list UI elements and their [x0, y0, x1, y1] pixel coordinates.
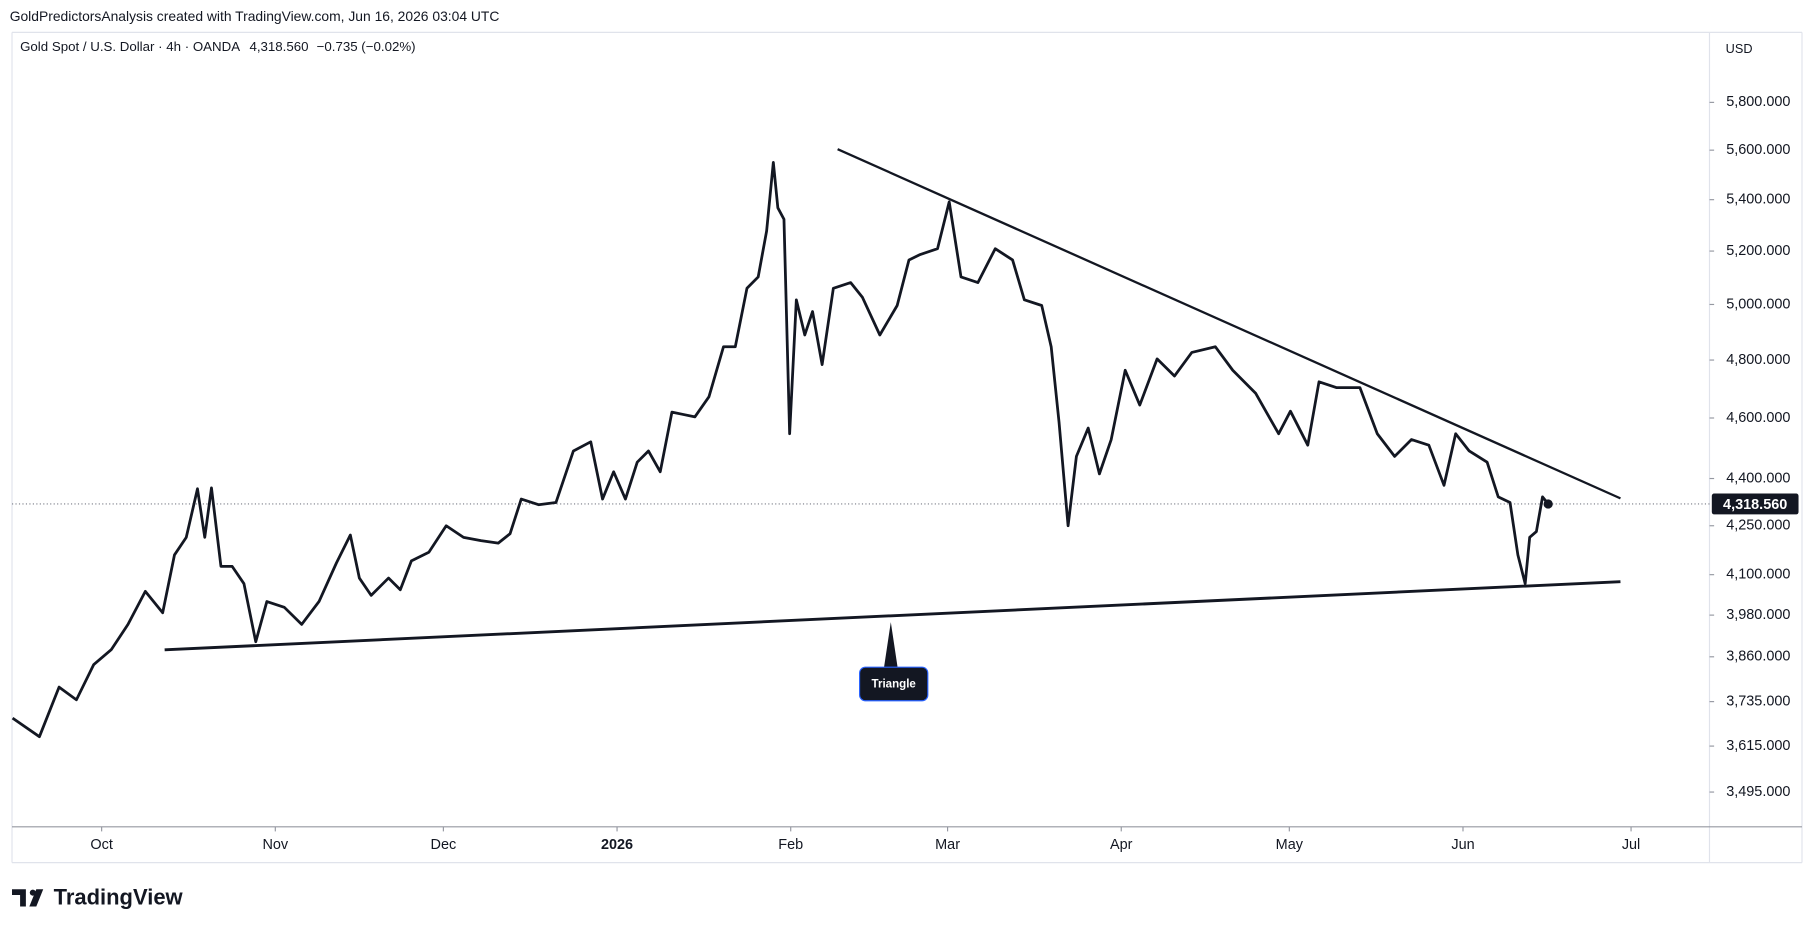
logo-slash — [29, 889, 44, 907]
y-tick-label: 3,615.000 — [1726, 738, 1790, 754]
y-tick-label: 5,200.000 — [1726, 243, 1790, 259]
y-tick-label: 5,800.000 — [1726, 94, 1790, 110]
x-tick-label: Jun — [1451, 837, 1474, 853]
y-tick-label: 5,400.000 — [1726, 191, 1790, 207]
callout-pointer — [883, 622, 898, 669]
x-tick-label: May — [1276, 837, 1304, 853]
y-tick-label: 3,495.000 — [1726, 784, 1790, 800]
upper-trendline — [837, 148, 1621, 500]
logo: TradingView — [12, 884, 184, 909]
last-point — [1543, 499, 1553, 509]
price-label-box — [1711, 493, 1799, 515]
x-tick-label: Jul — [1622, 837, 1640, 853]
x-tick-label: 2026 — [601, 837, 633, 853]
symbol: Gold Spot / U.S. Dollar · 4h · OANDA — [20, 39, 240, 54]
y-tick-label: 4,800.000 — [1726, 352, 1790, 368]
x-tick-label: Oct — [90, 837, 112, 853]
price-change: −0.735 (−0.02%) — [317, 39, 416, 54]
y-tick-label: 4,400.000 — [1726, 470, 1790, 486]
y-tick-label: 4,250.000 — [1726, 518, 1790, 534]
y-tick-label: 5,600.000 — [1726, 142, 1790, 158]
price-label: 4,318.560 — [1723, 497, 1787, 513]
x-tick-label: Nov — [262, 837, 288, 853]
lower-trendline — [164, 580, 1621, 652]
x-tick-label: Dec — [431, 837, 457, 853]
y-tick-label: 5,000.000 — [1726, 296, 1790, 312]
callout-box — [859, 666, 929, 702]
x-tick-label: Mar — [935, 837, 960, 853]
logo-text: TradingView — [54, 884, 184, 909]
credit: GoldPredictorsAnalysis created with Trad… — [10, 8, 500, 24]
callout-label: Triangle — [872, 679, 917, 691]
price-line-series — [11, 160, 1550, 739]
y-tick-label: 4,600.000 — [1726, 410, 1790, 426]
y-tick-label: 3,860.000 — [1726, 649, 1790, 665]
y-tick-label: 3,980.000 — [1726, 607, 1790, 623]
x-tick-label: Apr — [1110, 837, 1133, 853]
currency: USD — [1726, 41, 1753, 56]
y-tick-label: 4,100.000 — [1726, 566, 1790, 582]
logo-mark — [12, 889, 33, 907]
last-price: 4,318.560 — [249, 39, 308, 54]
y-tick-label: 3,735.000 — [1726, 693, 1790, 709]
x-tick-label: Feb — [778, 837, 803, 853]
